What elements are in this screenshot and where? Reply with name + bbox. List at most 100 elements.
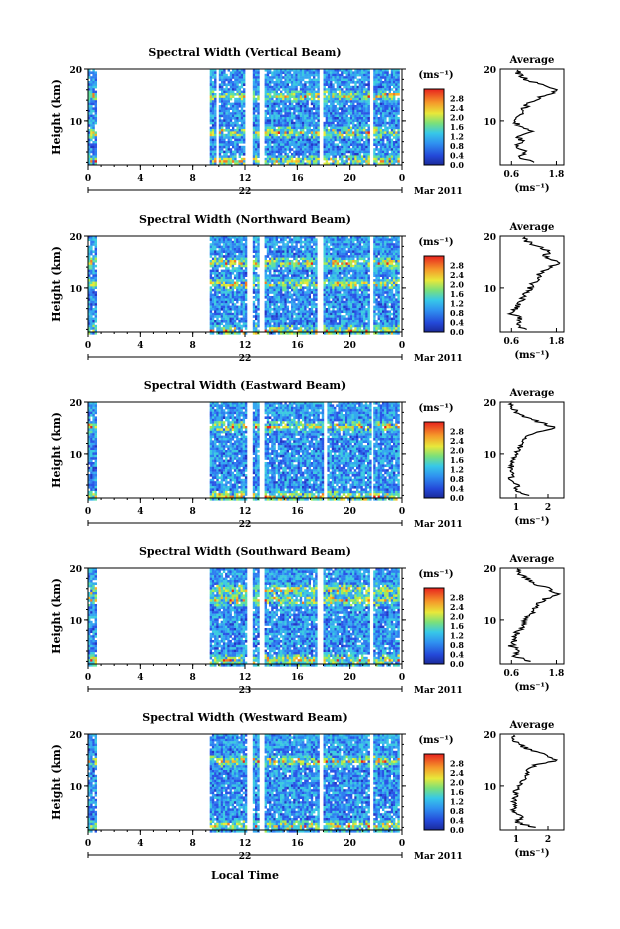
heatmap-cell bbox=[317, 97, 320, 101]
heatmap-cell bbox=[325, 73, 329, 77]
heatmap-cell bbox=[360, 150, 364, 154]
heatmap-cell bbox=[313, 250, 316, 253]
heatmap-cell bbox=[308, 252, 311, 256]
heatmap-cell bbox=[330, 124, 333, 127]
heatmap-cell bbox=[395, 112, 398, 115]
heatmap-cell bbox=[92, 296, 95, 299]
heatmap-cell bbox=[330, 240, 333, 244]
heatmap-cell bbox=[336, 117, 340, 120]
heatmap-cell bbox=[280, 97, 283, 101]
heatmap-cell bbox=[229, 264, 232, 268]
heatmap-cell bbox=[236, 102, 239, 106]
heatmap-cell bbox=[214, 320, 217, 323]
heatmap-cell bbox=[242, 269, 246, 273]
heatmap-cell bbox=[343, 85, 346, 89]
heatmap-cell bbox=[302, 114, 305, 118]
heatmap-cell bbox=[327, 248, 331, 251]
heatmap-cell bbox=[390, 102, 394, 106]
heatmap-cell bbox=[211, 83, 215, 86]
heatmap-cell bbox=[229, 157, 233, 161]
heatmap-cell bbox=[286, 88, 289, 91]
heatmap-cell bbox=[386, 109, 389, 113]
heatmap-cell bbox=[233, 281, 237, 285]
heatmap-cell bbox=[313, 240, 316, 244]
heatmap-cell bbox=[277, 305, 281, 309]
heatmap-cell bbox=[299, 305, 303, 309]
heatmap-cell bbox=[273, 112, 276, 115]
heatmap-cell bbox=[308, 250, 311, 253]
heatmap-cell bbox=[90, 162, 93, 166]
heatmap-cell bbox=[293, 117, 296, 120]
heatmap-cell bbox=[367, 150, 370, 154]
heatmap-cell bbox=[306, 73, 309, 77]
heatmap-cell bbox=[255, 71, 258, 74]
heatmap-cell bbox=[236, 88, 239, 91]
heatmap-cell bbox=[211, 272, 215, 275]
heatmap-cell bbox=[94, 73, 97, 77]
heatmap-cell bbox=[315, 112, 318, 115]
heatmap-cell bbox=[273, 107, 276, 110]
heatmap-cell bbox=[293, 322, 296, 325]
heatmap-cell bbox=[227, 293, 230, 297]
heatmap-cell bbox=[291, 243, 294, 246]
heatmap-cell bbox=[255, 136, 258, 139]
heatmap-cell bbox=[310, 310, 314, 313]
heatmap-cell bbox=[277, 293, 281, 297]
heatmap-cell bbox=[252, 262, 256, 265]
heatmap-cell bbox=[332, 138, 335, 142]
heatmap-cell bbox=[271, 255, 274, 258]
heatmap-cell bbox=[334, 71, 337, 74]
heatmap-cell bbox=[313, 150, 316, 154]
heatmap-cell bbox=[214, 274, 217, 277]
heatmap-cell bbox=[88, 293, 91, 297]
heatmap-cell bbox=[306, 76, 309, 79]
heatmap-cell bbox=[236, 162, 239, 166]
heatmap-cell bbox=[94, 300, 97, 304]
heatmap-cell bbox=[282, 143, 285, 146]
heatmap-cell bbox=[317, 114, 320, 118]
heatmap-cell bbox=[282, 148, 285, 151]
heatmap-cell bbox=[304, 141, 307, 144]
heatmap-cell bbox=[266, 284, 270, 287]
heatmap-cell bbox=[347, 71, 351, 74]
heatmap-cell bbox=[236, 322, 239, 325]
heatmap-cell bbox=[238, 322, 241, 325]
heatmap-cell bbox=[266, 332, 270, 335]
heatmap-cell bbox=[244, 332, 248, 335]
heatmap-cell bbox=[266, 133, 270, 137]
heatmap-cell bbox=[234, 71, 237, 74]
heatmap-cell bbox=[94, 238, 97, 241]
heatmap-cell bbox=[211, 298, 215, 301]
heatmap-cell bbox=[257, 312, 260, 316]
heatmap-cell bbox=[231, 288, 235, 292]
heatmap-cell bbox=[255, 69, 258, 72]
heatmap-cell bbox=[275, 124, 278, 127]
heatmap-cell bbox=[373, 88, 376, 91]
heatmap-cell bbox=[220, 252, 224, 256]
heatmap-cell bbox=[363, 148, 366, 151]
heatmap-cell bbox=[306, 279, 309, 282]
x-tick-label: 8 bbox=[190, 174, 196, 184]
heatmap-cell bbox=[218, 248, 221, 251]
heatmap-cell bbox=[308, 327, 311, 330]
heatmap-cell bbox=[90, 83, 93, 86]
heatmap-cell bbox=[363, 117, 366, 120]
heatmap-cell bbox=[231, 305, 235, 309]
heatmap-cell bbox=[231, 332, 235, 335]
heatmap-cell bbox=[211, 308, 215, 311]
heatmap-cell bbox=[310, 303, 314, 306]
heatmap-cell bbox=[229, 136, 233, 139]
heatmap-cell bbox=[349, 143, 353, 146]
heatmap-cell bbox=[388, 100, 391, 103]
heatmap-cell bbox=[238, 327, 241, 330]
heatmap-cell bbox=[302, 293, 305, 297]
heatmap-cell bbox=[343, 76, 346, 79]
heatmap-cell bbox=[236, 126, 239, 130]
heatmap-cell bbox=[286, 288, 289, 292]
heatmap-cell bbox=[323, 141, 326, 144]
heatmap-cell bbox=[365, 145, 368, 149]
heatmap-cell bbox=[273, 245, 276, 249]
heatmap-cell bbox=[345, 138, 348, 142]
heatmap-cell bbox=[379, 162, 383, 166]
heatmap-cell bbox=[232, 153, 235, 156]
